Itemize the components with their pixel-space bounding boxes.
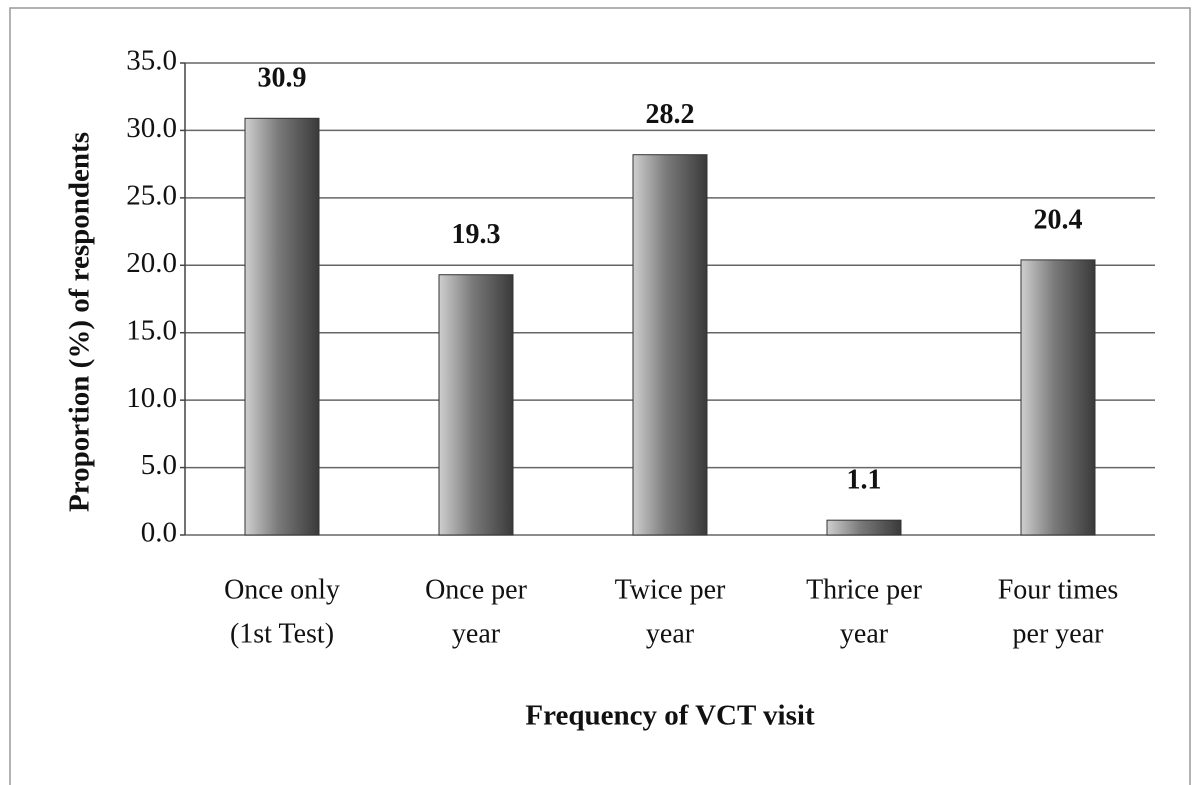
data-label: 20.4 bbox=[1034, 204, 1083, 235]
y-tick-label: 20.0 bbox=[126, 247, 177, 279]
y-tick-label: 0.0 bbox=[141, 517, 177, 549]
bar bbox=[1020, 259, 1096, 536]
data-label: 30.9 bbox=[258, 63, 307, 94]
data-label: 19.3 bbox=[452, 219, 501, 250]
x-axis-title: Frequency of VCT visit bbox=[525, 700, 815, 732]
data-label: 28.2 bbox=[646, 99, 695, 130]
x-tick-label: Once per bbox=[425, 574, 528, 605]
x-tick-label: (1st Test) bbox=[230, 618, 334, 649]
y-tick-label: 5.0 bbox=[141, 449, 177, 481]
bar bbox=[244, 117, 320, 536]
x-tick-label: Thrice per bbox=[806, 574, 922, 605]
x-tick-label: per year bbox=[1013, 618, 1105, 649]
frame bbox=[9, 7, 1191, 785]
x-tick-label: year bbox=[452, 618, 501, 649]
x-tick-label: year bbox=[646, 618, 695, 649]
bar bbox=[826, 519, 902, 536]
y-tick-label: 25.0 bbox=[126, 180, 177, 212]
y-tick-label: 10.0 bbox=[126, 382, 177, 414]
y-axis-title: Proportion (%) of respondents bbox=[64, 132, 96, 512]
data-label: 1.1 bbox=[847, 465, 882, 496]
x-tick-label: Twice per bbox=[615, 574, 726, 605]
y-tick-label: 35.0 bbox=[126, 45, 177, 77]
bar bbox=[632, 154, 708, 536]
bar bbox=[438, 274, 514, 536]
y-tick-label: 15.0 bbox=[126, 314, 177, 346]
x-tick-label: Once only bbox=[224, 574, 340, 605]
x-tick-label: year bbox=[840, 618, 889, 649]
y-tick-label: 30.0 bbox=[126, 112, 177, 144]
x-tick-label: Four times bbox=[998, 574, 1119, 605]
